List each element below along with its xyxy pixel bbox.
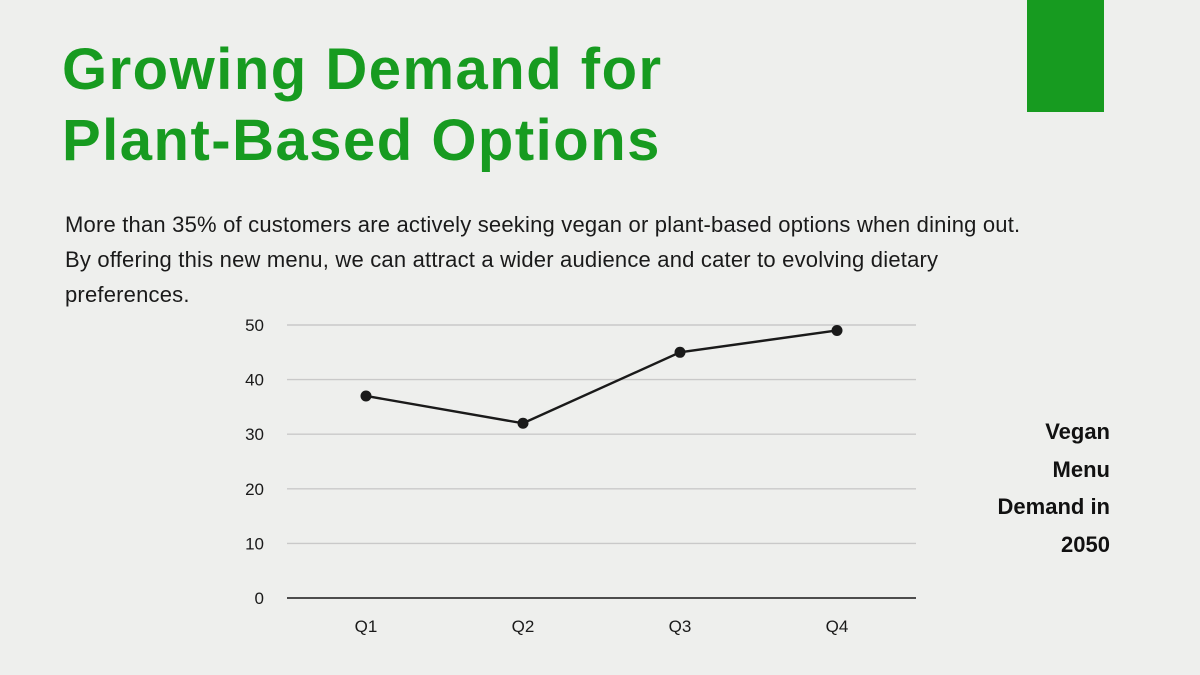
intro-line-1: More than 35% of customers are actively … [65,212,1021,237]
y-tick-label: 20 [245,480,264,499]
x-tick-label: Q3 [669,617,692,636]
data-point-Q1 [360,390,372,402]
chart-title: Vegan Menu Demand in 2050 [998,413,1110,563]
y-tick-label: 50 [245,316,264,335]
y-tick-label: 30 [245,425,264,444]
x-tick-label: Q1 [355,617,378,636]
data-point-Q3 [674,346,686,358]
y-tick-label: 40 [245,371,264,390]
intro-paragraph: More than 35% of customers are actively … [65,207,1020,312]
y-tick-label: 10 [245,534,264,553]
x-tick-label: Q2 [512,617,535,636]
data-point-Q2 [517,417,529,429]
chart-title-line-2: Menu [1052,456,1110,482]
chart-title-line-1: Vegan [1045,419,1110,444]
y-tick-label: 0 [255,589,264,608]
accent-rectangle [1027,0,1104,112]
intro-line-2: By offering this new menu, we can attrac… [65,247,939,272]
chart-title-line-4: 2050 [1061,531,1110,557]
data-line [365,329,838,425]
slide-title: Growing Demand for Plant-Based Options [62,34,663,176]
slide-title-line-1: Growing Demand for [62,37,663,102]
data-point-Q4 [831,324,843,336]
intro-line-3: preferences. [65,282,190,307]
slide-title-line-2: Plant-Based Options [62,108,661,173]
chart-title-line-3: Demand in [997,494,1110,519]
x-tick-label: Q4 [826,617,849,636]
